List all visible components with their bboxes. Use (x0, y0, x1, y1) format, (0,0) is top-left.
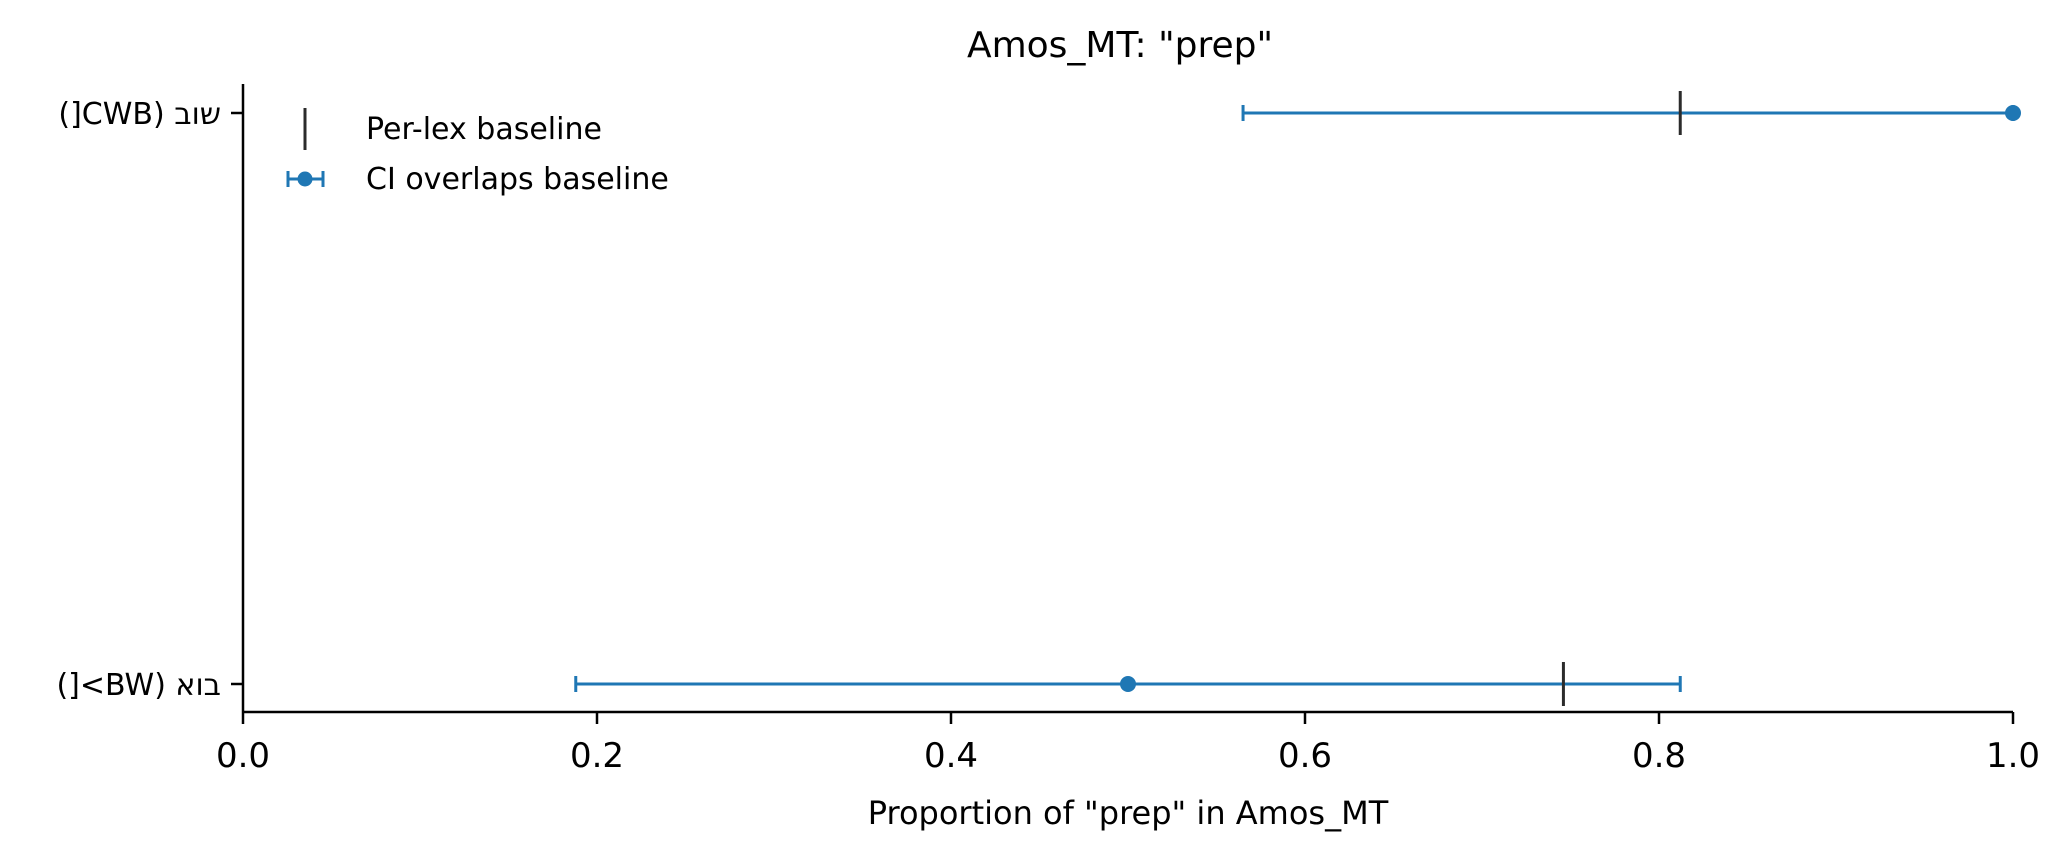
x-tick-label-0: 0.0 (216, 736, 270, 776)
x-axis: 0.0 0.2 0.4 0.6 0.8 1.0 (216, 710, 2040, 776)
point-estimate-0 (2005, 105, 2021, 121)
legend-ci-marker (286, 171, 325, 187)
ci-errorbar-0 (1241, 105, 2015, 121)
x-tick-label-5: 1.0 (1986, 736, 2040, 776)
x-tick-label-2: 0.4 (924, 736, 978, 776)
legend-ci-label: CI overlaps baseline (366, 162, 669, 197)
y-tick-label-1: בוא (BW>[) (56, 668, 221, 703)
y-tick-label-0: שוב (CWB[) (58, 97, 221, 132)
point-estimate-1 (1120, 676, 1136, 692)
x-tick-label-3: 0.6 (1278, 736, 1332, 776)
plot-area (574, 91, 2021, 706)
x-axis-label: Proportion of "prep" in Amos_MT (868, 794, 1389, 832)
chart-title: Amos_MT: "prep" (967, 25, 1273, 66)
x-tick-label-4: 0.8 (1632, 736, 1686, 776)
y-axis: שוב (CWB[) בוא (BW>[) (56, 84, 245, 712)
x-tick-label-1: 0.2 (570, 736, 624, 776)
legend-baseline-label: Per-lex baseline (366, 112, 602, 147)
legend: Per-lex baseline CI overlaps baseline (286, 108, 669, 197)
